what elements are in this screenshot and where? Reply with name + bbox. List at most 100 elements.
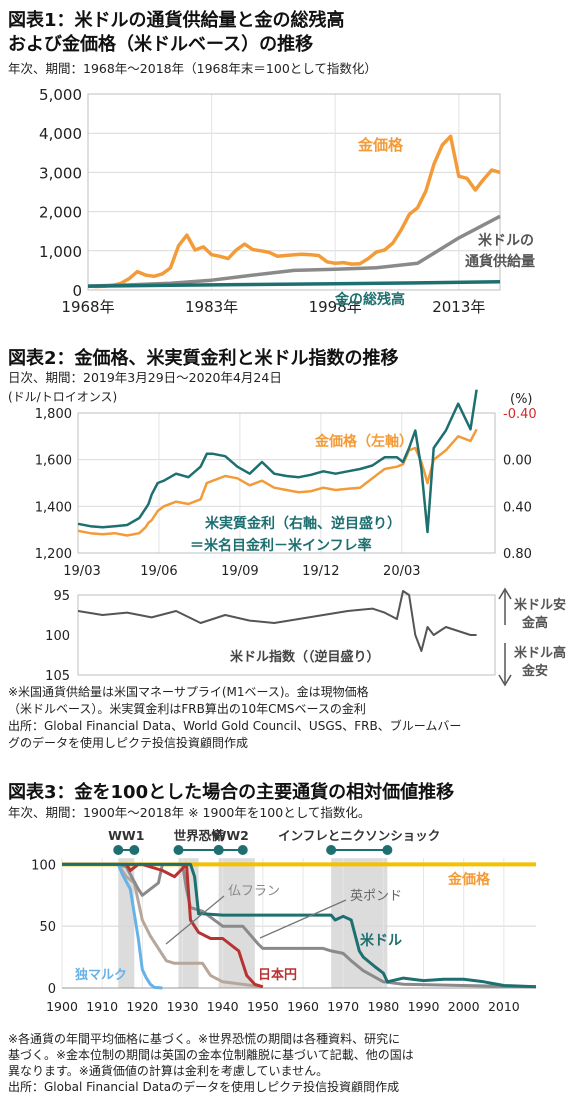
chart3-period-label: 世界恐慌 xyxy=(174,828,225,843)
chart1-series-stock xyxy=(87,280,501,288)
chart2-series-gold xyxy=(77,428,478,537)
chart2-ylabel-left: (ドル/トロイオンス) xyxy=(8,390,117,404)
chart3-xtick-label: 2000 xyxy=(448,999,480,1014)
chart2-xtick-label: 19/12 xyxy=(302,564,339,579)
chart2-note-1: ※米国通貨供給量は米国マネーサプライ(M1ベース)。金は現物価格 xyxy=(8,685,369,699)
chart3-period-start-dot xyxy=(173,845,184,855)
chart2-xtick-label: 20/03 xyxy=(383,564,420,579)
chart3-arrow-frf xyxy=(165,895,225,945)
chart3-arrow-gbp xyxy=(259,899,347,939)
chart3-label-jpy: 日本円 xyxy=(258,967,297,983)
chart3-xtick-label: 1990 xyxy=(408,999,440,1014)
chart3-title: 図表3：金を100とした場合の主要通貨の相対価値推移 xyxy=(8,782,455,803)
chart2-series-real-rate xyxy=(77,389,478,534)
chart2-ylabel-right: (%) xyxy=(510,392,533,407)
chart1-label-money-1: 米ドルの xyxy=(478,232,534,249)
chart3-note-4: 出所：Global Financial Dataのデータを使用しピクテ投信投資顧… xyxy=(8,1080,400,1094)
chart2-lower-ytick: 100 xyxy=(45,629,70,644)
chart3-xtick-label: 1970 xyxy=(327,999,359,1014)
chart2-lower-frame xyxy=(77,594,496,676)
chart1-ytick-label: 3,000 xyxy=(39,164,82,182)
chart3-label-usd: 米ドル xyxy=(360,932,402,949)
chart3-period-end-dot xyxy=(237,845,248,855)
chart3-label-gold: 金価格 xyxy=(447,871,491,888)
chart1-title-line1: 図表1：米ドルの通貨供給量と金の総残高 xyxy=(8,10,345,31)
chart2-note-3: 出所：Global Financial Data、World Gold Coun… xyxy=(8,719,462,733)
chart1-ytick-label: 2,000 xyxy=(39,204,82,222)
chart3-period-start-dot xyxy=(113,845,124,855)
chart2-annot-up-2: 金高 xyxy=(521,615,548,631)
chart2-ytick-right: 0.00 xyxy=(503,454,532,469)
chart2-plot: (ドル/トロイオンス) (%) 1,200 1,400 1,600 1,800 -0.40 0… xyxy=(8,389,566,687)
chart3-period-label: WW1 xyxy=(108,828,144,843)
chart3-xtick-label: 1980 xyxy=(367,999,399,1014)
chart3-xtick-label: 1940 xyxy=(207,999,239,1014)
chart2-ytick-right: -0.40 xyxy=(503,407,537,422)
chart1-title-line2: および金価格（米ドルベース）の推移 xyxy=(8,34,314,55)
chart1-xtick-label: 2013年 xyxy=(432,298,485,316)
chart2-ytick-left: 1,400 xyxy=(35,500,72,515)
chart1-series-gold xyxy=(87,134,501,289)
chart3-series-gbp xyxy=(62,862,537,989)
chart3-label-gbp: 英ポンド xyxy=(350,889,402,904)
chart3-period-end-dot xyxy=(382,845,393,855)
chart2-frame xyxy=(77,412,496,554)
chart1-ytick-label: 5,000 xyxy=(39,86,82,104)
chart3-subtitle: 年次、期間：1900年～2018年 ※ 1900年を100として指数化。 xyxy=(8,805,371,820)
chart3-note-2: 基づく。※金本位制の期間は英国の金本位制離脱に基づいて記載、他の国は xyxy=(8,1048,414,1062)
chart3-xtick-label: 1930 xyxy=(167,999,199,1014)
chart3-period-label: WW2 xyxy=(213,828,249,843)
chart3-xtick-label: 1950 xyxy=(247,999,279,1014)
chart3-series-dem xyxy=(62,862,163,990)
chart1-label-gold: 金価格 xyxy=(357,136,404,154)
chart1-frame xyxy=(87,93,501,291)
chart2-annot-up-1: 米ドル安 xyxy=(514,597,566,613)
chart2-xtick-label: 19/09 xyxy=(221,564,258,579)
chart2-arrow-up-head xyxy=(498,587,512,600)
chart3-xtick-label: 1920 xyxy=(126,999,158,1014)
chart2-lower-ytick: 95 xyxy=(53,589,70,604)
chart2-annot-down-2: 金安 xyxy=(521,663,548,679)
chart1-xtick-label: 1998年 xyxy=(309,298,362,316)
chart3-xtick-label: 1960 xyxy=(287,999,319,1014)
chart3-ytick-label: 50 xyxy=(39,920,56,935)
chart1-plot: 0 1,000 2,000 3,000 4,000 5,000 1968年 1983年 1998… xyxy=(39,86,535,316)
chart3-xtick-label: 1910 xyxy=(86,999,118,1014)
chart2-note-4: グのデータを使用しピクテ投信投資顧問作成 xyxy=(8,736,249,750)
chart1-ytick-label: 1,000 xyxy=(39,243,82,261)
chart2-arrow-down-head xyxy=(498,674,512,687)
chart2-note-2: （米ドルベース）。米実質金利はFRB算出の10年CMSベースの金利 xyxy=(8,702,366,716)
chart3-label-frf: 仏フラン xyxy=(228,884,280,899)
chart2-ytick-right: 0.40 xyxy=(503,500,532,515)
chart3-period-start-dot xyxy=(326,845,337,855)
chart1-label-money-2: 通貨供給量 xyxy=(465,253,535,270)
chart2-label-rate-2: ＝米名目金利－米インフレ率 xyxy=(190,537,372,554)
chart3-xtick-label: 2010 xyxy=(488,999,520,1014)
chart3-period-label: インフレとニクソンショック xyxy=(278,828,440,843)
chart2-ytick-left: 1,800 xyxy=(35,407,72,422)
chart1-xtick-label: 1983年 xyxy=(185,298,238,316)
chart2-series-dollar xyxy=(77,590,477,652)
chart1-subtitle: 年次、期間：1968年～2018年（1968年末＝100として指数化） xyxy=(8,61,377,76)
chart2-label-dollar: 米ドル指数（（逆目盛り） xyxy=(230,649,380,665)
chart3-ytick-label: 100 xyxy=(31,858,56,873)
chart2-label-rate-1: 米実質金利（右軸、逆目盛り） xyxy=(205,515,401,532)
chart3-label-dem: 独マルク xyxy=(75,967,127,983)
chart3-series-frf xyxy=(62,862,263,989)
chart3-note-3: 異なります。※通貨価値の計算は金利を考慮していません。 xyxy=(8,1064,329,1078)
chart1-ytick-label: 0 xyxy=(72,282,82,300)
chart3-series-usd xyxy=(62,862,537,989)
chart2-lower-ytick: 105 xyxy=(45,669,70,684)
chart3-plot: 0 50 100 1900 1910 1920 1930 1940 1950 1960 1970 19… xyxy=(31,828,537,1014)
chart1-xtick-label: 1968年 xyxy=(61,298,114,316)
chart2-title: 図表2：金価格、米実質金利と米ドル指数の推移 xyxy=(8,348,399,369)
chart3-ytick-label: 0 xyxy=(48,982,56,997)
chart2-ytick-left: 1,600 xyxy=(35,454,72,469)
chart2-subtitle: 日次、期間：2019年3月29日～2020年4月24日 xyxy=(8,370,282,385)
chart2-label-gold: 金価格（左軸） xyxy=(314,433,413,450)
chart2-ytick-right: 0.80 xyxy=(503,547,532,562)
chart3-note-1: ※各通貨の年間平均価格に基づく。※世界恐慌の期間は各種資料、研究に xyxy=(8,1032,401,1046)
chart2-annot-down-1: 米ドル高 xyxy=(514,645,566,661)
chart1-label-stock: 金の総残高 xyxy=(334,291,405,308)
chart3-series-jpy xyxy=(62,862,264,989)
